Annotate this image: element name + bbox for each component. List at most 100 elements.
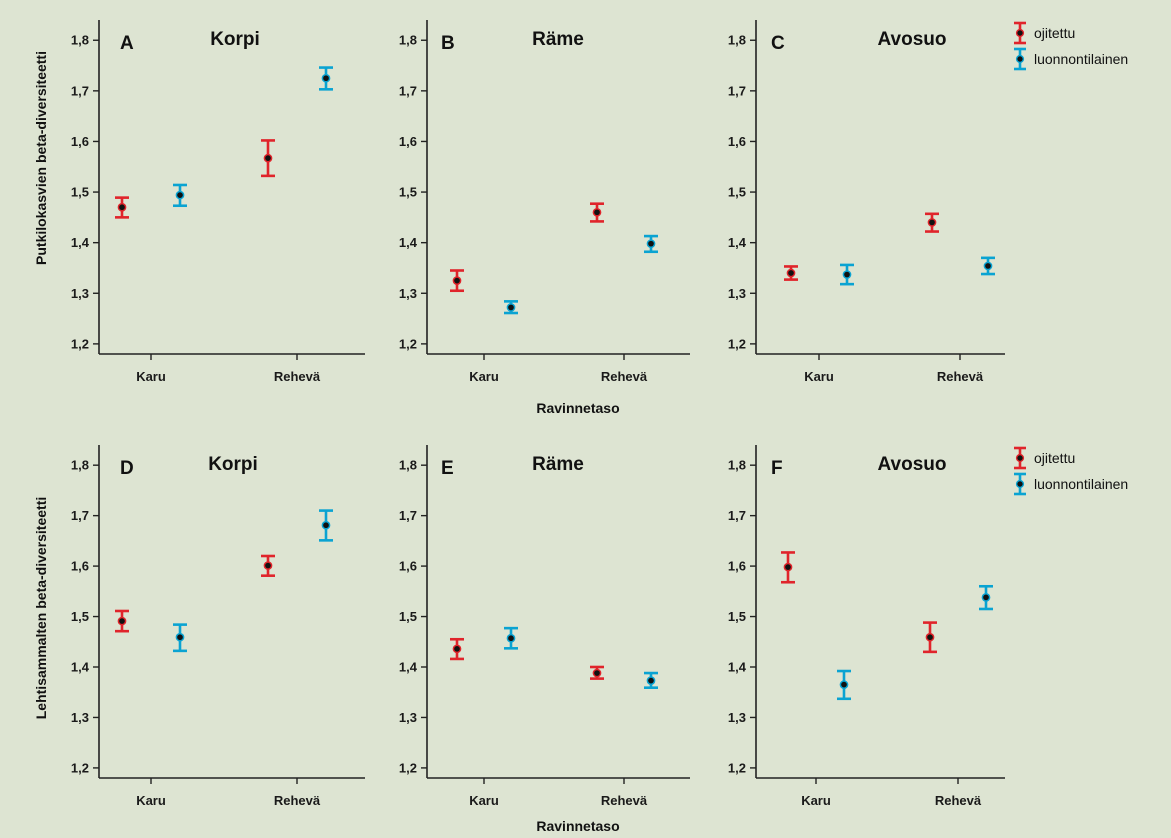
panel-letter: D bbox=[120, 458, 134, 479]
x-tick-label: Rehevä bbox=[601, 369, 648, 384]
data-point bbox=[452, 276, 462, 285]
y-tick-label: 1,6 bbox=[399, 559, 417, 574]
y-tick-label: 1,6 bbox=[399, 134, 417, 149]
y-tick-label: 1,2 bbox=[71, 760, 89, 775]
y-tick-label: 1,6 bbox=[71, 559, 89, 574]
panel-d: 1,2 1,3 1,4 1,5 1,6 1,7 1,8 Karu Rehevä D Korpi bbox=[71, 445, 365, 808]
panel-letter: A bbox=[120, 33, 134, 54]
y-tick-label: 1,2 bbox=[399, 336, 417, 351]
data-point bbox=[983, 261, 993, 271]
data-point bbox=[506, 633, 516, 643]
panel-title: Räme bbox=[532, 454, 584, 475]
panel-c: 1,2 1,3 1,4 1,5 1,6 1,7 1,8 Karu Rehevä C Avosuo oj… bbox=[728, 20, 1128, 384]
y-tick-label: 1,7 bbox=[71, 83, 89, 98]
y-tick-label: 1,5 bbox=[399, 185, 417, 200]
panel-title: Avosuo bbox=[878, 454, 947, 475]
y-tick-label: 1,3 bbox=[728, 286, 746, 301]
x-tick-label: Rehevä bbox=[935, 793, 982, 808]
y-tick-label: 1,7 bbox=[399, 83, 417, 98]
data-point bbox=[321, 73, 331, 83]
data-point bbox=[175, 190, 185, 200]
x-tick-label: Karu bbox=[136, 793, 166, 808]
data-point bbox=[783, 562, 793, 572]
y-tick-label: 1,3 bbox=[71, 710, 89, 725]
panel-f: 1,2 1,3 1,4 1,5 1,6 1,7 1,8 Karu Rehevä F Avosuo oj… bbox=[728, 445, 1128, 808]
data-point bbox=[117, 616, 127, 626]
y-tick-label: 1,8 bbox=[399, 33, 417, 48]
y-tick-label: 1,8 bbox=[728, 458, 746, 473]
data-point bbox=[786, 268, 796, 278]
x-tick-label: Karu bbox=[801, 793, 831, 808]
y-tick-label: 1,4 bbox=[71, 660, 90, 675]
y-tick-label: 1,5 bbox=[728, 185, 746, 200]
x-tick-label: Karu bbox=[469, 793, 499, 808]
y-tick-label: 1,2 bbox=[399, 760, 417, 775]
y-tick-label: 1,5 bbox=[399, 609, 417, 624]
x-tick-label: Rehevä bbox=[601, 793, 648, 808]
y-tick-label: 1,4 bbox=[71, 235, 90, 250]
y-tick-label: 1,4 bbox=[728, 235, 747, 250]
y-tick-label: 1,7 bbox=[71, 508, 89, 523]
y-tick-label: 1,2 bbox=[728, 760, 746, 775]
y-tick-label: 1,3 bbox=[399, 710, 417, 725]
x-tick-label: Rehevä bbox=[937, 369, 984, 384]
legend-item-ojitettu: ojitettu bbox=[1014, 446, 1075, 470]
data-point bbox=[981, 593, 991, 602]
legend-marker bbox=[1015, 28, 1025, 38]
data-point bbox=[321, 520, 331, 530]
panel-title: Korpi bbox=[208, 454, 258, 475]
y-axis-title-bottom: Lehtisammalten beta-diversiteetti bbox=[33, 497, 49, 720]
y-tick-label: 1,6 bbox=[71, 134, 89, 149]
y-tick-label: 1,5 bbox=[728, 609, 746, 624]
data-point bbox=[927, 218, 937, 227]
y-axis-title-top: Putkilokasvien beta-diversiteetti bbox=[33, 51, 49, 265]
y-tick-label: 1,5 bbox=[71, 609, 89, 624]
data-point bbox=[592, 207, 602, 217]
legend-label: ojitettu bbox=[1034, 25, 1075, 41]
data-point bbox=[839, 680, 849, 690]
panel-e: 1,2 1,3 1,4 1,5 1,6 1,7 1,8 Karu Rehevä E Räme bbox=[399, 445, 690, 808]
data-point bbox=[646, 239, 656, 249]
x-tick-label: Karu bbox=[136, 369, 166, 384]
y-tick-label: 1,2 bbox=[728, 336, 746, 351]
legend-item-luonnontilainen: luonnontilainen bbox=[1014, 472, 1128, 496]
legend-marker bbox=[1015, 479, 1025, 489]
legend-label: luonnontilainen bbox=[1034, 51, 1128, 67]
data-point bbox=[263, 561, 273, 570]
x-axis-title-top: Ravinnetaso bbox=[536, 400, 619, 416]
y-tick-label: 1,4 bbox=[728, 660, 747, 675]
y-tick-label: 1,8 bbox=[399, 458, 417, 473]
x-tick-label: Rehevä bbox=[274, 793, 321, 808]
data-point bbox=[925, 632, 935, 642]
y-tick-label: 1,8 bbox=[728, 33, 746, 48]
legend-marker bbox=[1015, 54, 1025, 64]
y-tick-label: 1,5 bbox=[71, 185, 89, 200]
y-tick-label: 1,4 bbox=[399, 235, 418, 250]
legend-label: luonnontilainen bbox=[1034, 476, 1128, 492]
y-tick-label: 1,7 bbox=[728, 508, 746, 523]
data-point bbox=[263, 153, 273, 163]
panel-a: 1,2 1,3 1,4 1,5 1,6 1,7 1,8 Karu Rehevä A Korpi bbox=[71, 20, 365, 384]
y-tick-label: 1,8 bbox=[71, 458, 89, 473]
y-tick-label: 1,6 bbox=[728, 559, 746, 574]
x-tick-label: Rehevä bbox=[274, 369, 321, 384]
panel-letter: C bbox=[771, 33, 785, 54]
panel-title: Korpi bbox=[210, 29, 260, 50]
legend-marker bbox=[1015, 453, 1025, 463]
data-point bbox=[842, 270, 852, 279]
data-point bbox=[506, 303, 516, 312]
x-axis-title-bottom: Ravinnetaso bbox=[536, 818, 619, 834]
y-tick-label: 1,4 bbox=[399, 660, 418, 675]
panel-letter: F bbox=[771, 458, 783, 479]
data-point bbox=[175, 632, 185, 642]
x-tick-label: Karu bbox=[804, 369, 834, 384]
panel-b: 1,2 1,3 1,4 1,5 1,6 1,7 1,8 Karu Rehevä B Räme bbox=[399, 20, 690, 384]
legend-item-luonnontilainen: luonnontilainen bbox=[1014, 47, 1128, 71]
x-tick-label: Karu bbox=[469, 369, 499, 384]
y-tick-label: 1,6 bbox=[728, 134, 746, 149]
y-tick-label: 1,8 bbox=[71, 33, 89, 48]
panel-title: Räme bbox=[532, 29, 584, 50]
data-point bbox=[592, 668, 602, 678]
y-tick-label: 1,7 bbox=[728, 83, 746, 98]
